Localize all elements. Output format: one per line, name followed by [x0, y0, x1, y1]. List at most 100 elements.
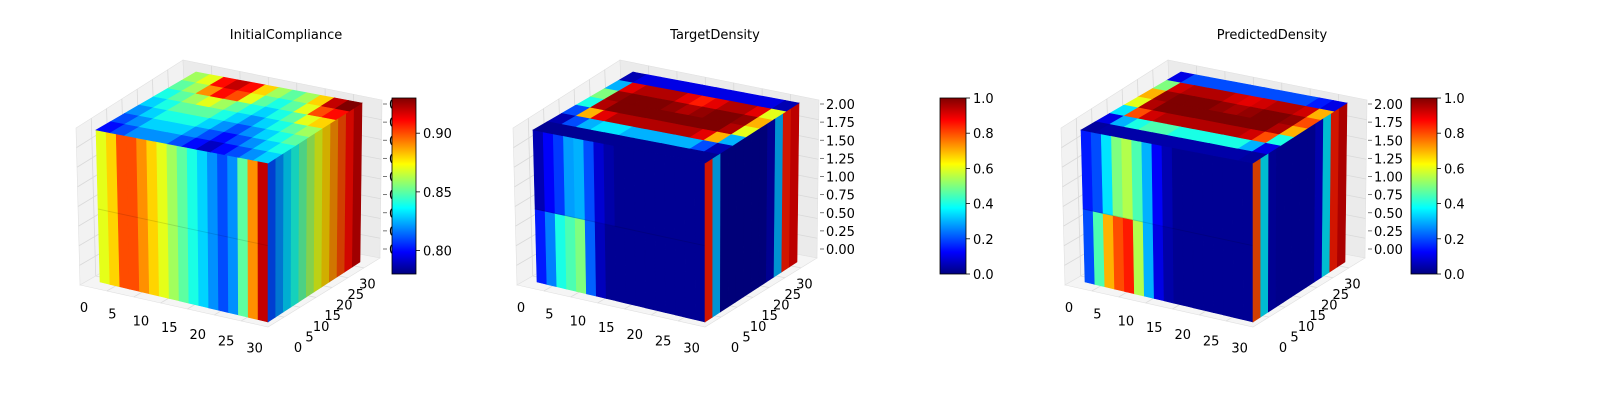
voxel-side	[712, 152, 722, 318]
x-tick-label: 30	[1231, 341, 1248, 356]
y-tick-label: 10	[750, 320, 767, 335]
z-tick-label: 0.50	[1374, 207, 1403, 222]
voxel-side	[1275, 142, 1285, 308]
panel-predicted-density: PredictedDensity 0 5 10 15 20 25 30 05101520253…	[1060, 28, 1465, 356]
y-tick-label: 5	[742, 330, 750, 345]
z-tick-label: 0.50	[826, 207, 855, 222]
voxel-front-lower	[1132, 219, 1145, 297]
voxel-front	[563, 135, 576, 219]
voxel-front	[684, 158, 696, 244]
colorbar-tick-label: 0.2	[973, 233, 994, 248]
z-tick-label: 1.75	[1374, 116, 1403, 131]
z-tick-label: 1.75	[826, 116, 855, 131]
voxel-top	[1237, 151, 1268, 164]
voxel-side	[788, 102, 800, 268]
voxel-front-lower	[594, 221, 607, 299]
voxel-front	[552, 133, 566, 216]
y-tick-label: 0	[731, 341, 739, 356]
voxel-front-lower	[604, 223, 617, 302]
voxel-front	[247, 158, 259, 320]
z-tick-label: 0.00	[826, 243, 855, 258]
voxel-front	[1202, 152, 1214, 238]
voxel-front-lower	[574, 217, 587, 295]
voxel-side	[719, 147, 729, 313]
x-tick-label: 25	[1203, 335, 1220, 350]
voxel-front	[186, 147, 200, 306]
voxel-front-lower	[614, 225, 627, 304]
z-tick-label: 1.00	[1374, 171, 1403, 186]
x-tick-label: 15	[161, 321, 178, 336]
voxel-side	[313, 127, 324, 293]
voxel-front-lower	[554, 213, 567, 290]
y-tick-label: 30	[1344, 277, 1361, 292]
voxel-top	[689, 151, 720, 164]
voxel-front	[1242, 160, 1254, 247]
voxel-front	[237, 156, 249, 318]
voxel-front-lower	[1212, 236, 1224, 316]
voxel-front	[1191, 151, 1204, 236]
voxel-front	[1111, 135, 1124, 219]
chart-title: InitialCompliance	[230, 28, 343, 43]
z-tick-label: 0.25	[826, 225, 855, 240]
x-tick-label: 20	[189, 328, 206, 343]
z-tick-label: 0.00	[1374, 243, 1403, 258]
colorbar-tick-label: 1.0	[973, 92, 994, 107]
voxel-side	[727, 142, 737, 308]
face-seam	[534, 208, 706, 247]
voxel-front	[583, 139, 596, 223]
y-tick-label: 25	[348, 288, 365, 303]
voxel-front-lower	[644, 232, 656, 311]
voxel-side	[1283, 137, 1293, 303]
voxel-top	[252, 151, 283, 164]
z-tick-label: 2.00	[1374, 98, 1403, 113]
voxel-front-lower	[1192, 232, 1204, 311]
voxel-front-lower	[1162, 225, 1175, 304]
colorbar	[1410, 97, 1438, 275]
voxel-front	[1161, 145, 1174, 229]
voxel-side	[742, 132, 753, 298]
voxel-front	[593, 141, 606, 225]
colorbar-tick-label: 0.0	[973, 268, 994, 283]
y-tick-label: 10	[1298, 320, 1315, 335]
colorbar	[939, 97, 967, 275]
voxel-front	[623, 147, 636, 231]
x-tick-label: 25	[218, 335, 235, 350]
voxel-front-lower	[1152, 223, 1165, 302]
panel-initial-compliance: InitialCompliance 0 5 10 15 20 25 30 0510152025…	[75, 28, 452, 356]
voxel-front-lower	[584, 219, 597, 297]
voxel-front	[227, 154, 239, 316]
voxel-front-lower	[624, 228, 637, 306]
y-tick-label: 10	[313, 320, 330, 335]
voxel-side	[750, 127, 761, 293]
x-tick-label: 10	[570, 314, 587, 329]
x-tick-label: 0	[517, 301, 525, 316]
voxel-front	[196, 149, 210, 309]
x-tick-label: 25	[655, 335, 672, 350]
voxel-front-lower	[674, 238, 686, 318]
voxel-front-lower	[694, 243, 706, 323]
x-tick-label: 0	[80, 301, 88, 316]
x-tick-label: 20	[626, 328, 643, 343]
y-tick-label: 25	[1333, 288, 1350, 303]
x-tick-label: 30	[683, 341, 700, 356]
x-tick-label: 15	[598, 321, 615, 336]
voxel-front	[257, 160, 269, 323]
voxel-front	[217, 152, 229, 313]
voxel-side	[267, 157, 277, 323]
x-tick-label: 0	[1065, 301, 1073, 316]
voxel-front	[573, 137, 586, 221]
voxel-front	[603, 143, 616, 227]
voxel-front	[1131, 139, 1144, 223]
z-tick-label: 1.25	[1374, 152, 1403, 167]
y-tick-label: 0	[294, 341, 302, 356]
colorbar-tick-label: 0.8	[1444, 127, 1465, 142]
y-tick-label: 15	[761, 309, 778, 324]
voxel-front-lower	[684, 241, 696, 320]
voxel-side	[298, 137, 308, 303]
voxel-front-lower	[634, 230, 647, 309]
voxel-front-lower	[1202, 234, 1214, 313]
x-tick-label: 5	[1093, 308, 1101, 323]
x-tick-label: 15	[1146, 321, 1163, 336]
voxel-side	[351, 102, 363, 268]
